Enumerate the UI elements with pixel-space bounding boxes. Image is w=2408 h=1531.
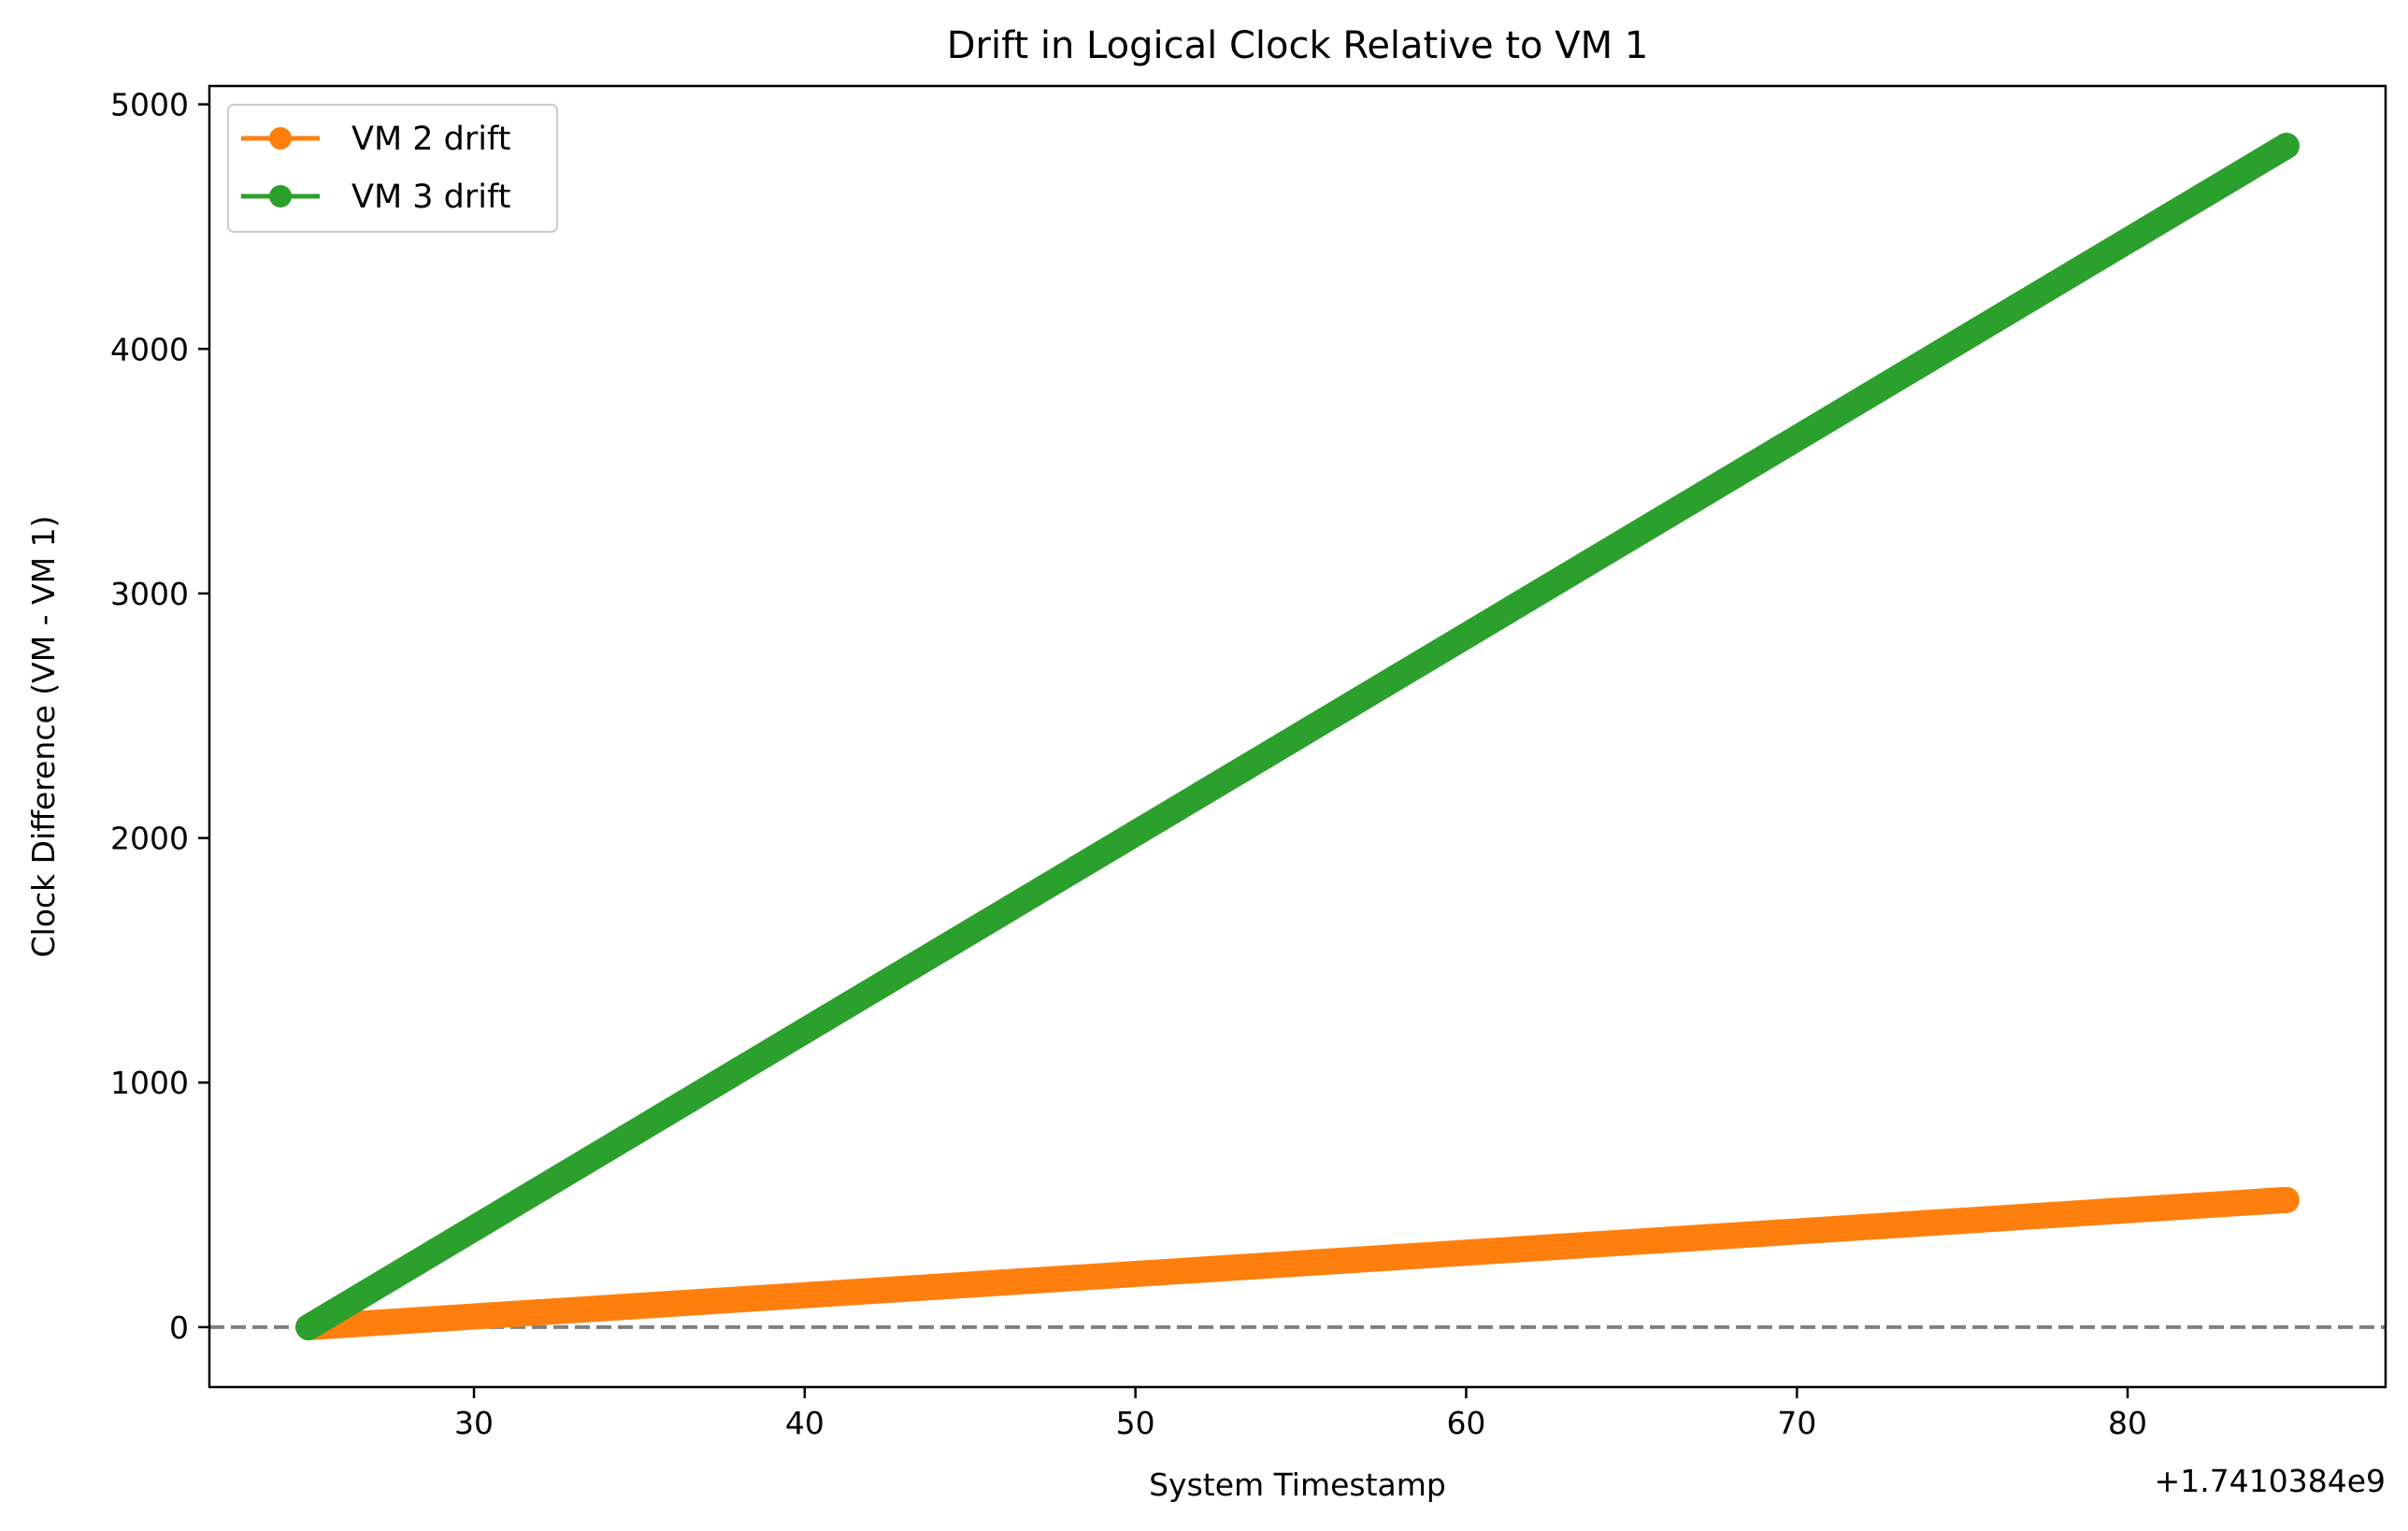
x-tick-label: 50 xyxy=(1116,1405,1155,1441)
series-layer xyxy=(209,133,2386,1340)
axes-layer: 30 40 50 60 70 80 0 1000 2000 3000 4000 5000 xyxy=(110,84,2387,1441)
x-tick-label: 80 xyxy=(2108,1405,2147,1441)
legend-label-vm2: VM 2 drift xyxy=(351,121,510,158)
y-tick-label: 4000 xyxy=(110,331,189,367)
series-end-marker-2 xyxy=(2272,133,2300,160)
legend-label-vm3: VM 3 drift xyxy=(351,179,510,216)
chart-title: Drift in Logical Clock Relative to VM 1 xyxy=(947,24,1649,67)
series-end-marker-1 xyxy=(2272,1186,2300,1213)
y-tick-label: 5000 xyxy=(110,87,189,123)
legend-item-vm2: VM 2 drift xyxy=(241,121,510,158)
series-line-1 xyxy=(295,1186,2300,1340)
legend-item-vm3: VM 3 drift xyxy=(241,179,510,216)
series-start-marker-2 xyxy=(295,1313,322,1340)
x-axis-label: System Timestamp xyxy=(1149,1467,1446,1503)
y-axis-label: Clock Difference (VM - VM 1) xyxy=(25,516,62,958)
x-tick-label: 70 xyxy=(1777,1405,1816,1441)
legend-marker-vm2 xyxy=(269,127,292,150)
series-2 xyxy=(295,133,2300,1340)
x-tick-label: 40 xyxy=(785,1405,824,1441)
plot-frame xyxy=(208,84,2387,1389)
x-tick-label: 60 xyxy=(1446,1405,1485,1441)
x-tick-label: 30 xyxy=(454,1405,494,1441)
x-offset-label: +1.7410384e9 xyxy=(2155,1463,2386,1499)
y-tick-label: 2000 xyxy=(110,821,189,857)
legend-marker-vm3 xyxy=(269,185,292,207)
legend: VM 2 drift VM 3 drift xyxy=(227,104,558,233)
y-tick-label: 3000 xyxy=(110,576,189,612)
series-line-2 xyxy=(295,133,2300,1340)
y-tick-label: 0 xyxy=(169,1309,189,1346)
y-tick-label: 1000 xyxy=(110,1065,189,1101)
